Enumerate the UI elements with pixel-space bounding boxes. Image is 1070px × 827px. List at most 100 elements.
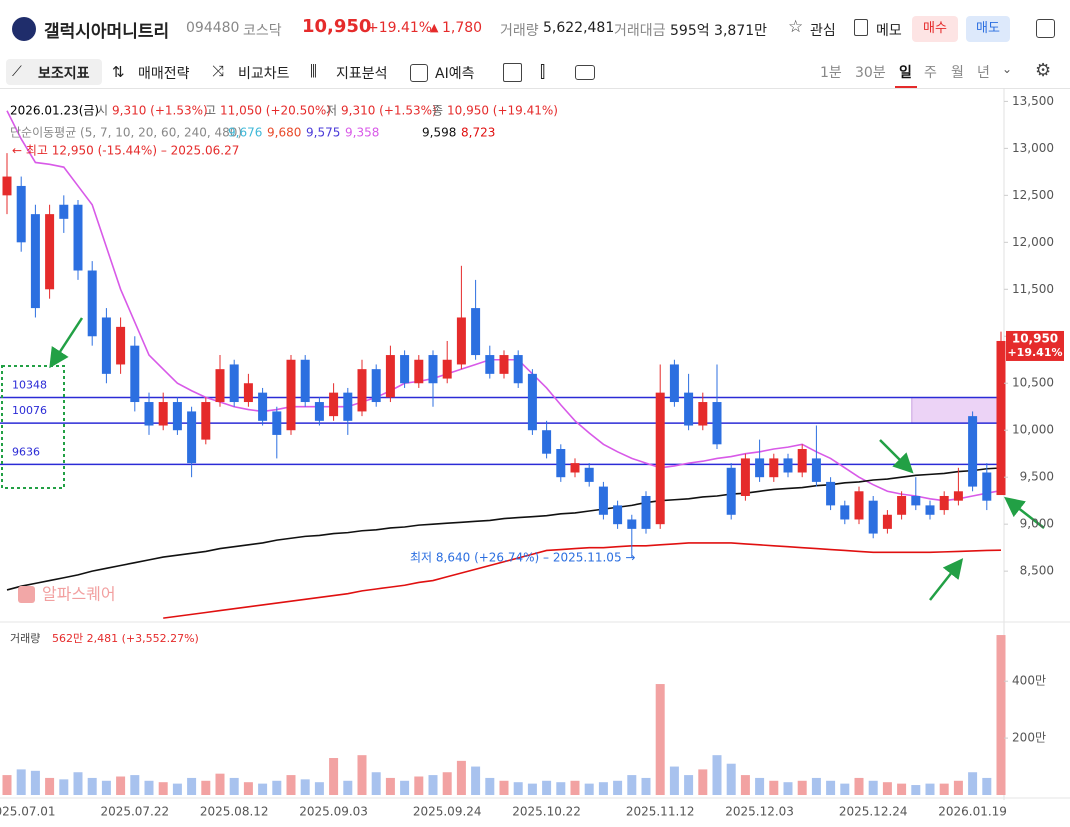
candle-body [215,369,225,403]
ma-legend-value: 9,680 [267,126,301,140]
period-button[interactable]: 주 [924,65,937,81]
candle-body [570,463,580,473]
candle-body [613,505,623,525]
y-tick-label: 12,000 [1012,235,1054,249]
candle-body [769,458,779,478]
panel-icon[interactable] [1036,19,1055,38]
tool-button[interactable]: 보조지표 [38,66,90,82]
candle-body [840,505,850,520]
y-tick-label: 12,500 [1012,188,1054,202]
level-label: 9636 [12,445,40,458]
candle-body [499,355,509,374]
tool-icon[interactable] [575,65,595,80]
ohlc-value: 11,050 (+20.50%) [220,104,331,118]
y-tick-label: 8,500 [1020,564,1054,578]
ohlc-value: 10,950 (+19.41%) [447,104,558,118]
tool-icon[interactable]: ⤨ [212,62,225,80]
volume-bar [769,780,779,795]
ohlc-date: 2026.01.23(금) [10,104,99,118]
volume-label: 거래량 [500,23,539,39]
candle-body [371,369,381,403]
y-tick-label: 11,500 [1012,282,1054,296]
sell-button[interactable]: 매도 [966,16,1010,42]
volume-bar [286,775,296,795]
chevron[interactable]: ⌄ [1002,62,1013,76]
candle-body [343,392,353,421]
candle-body [187,411,197,464]
candle-body [428,355,438,384]
candle-body [442,359,452,379]
candle-body [73,204,83,271]
candle-body [911,495,921,506]
period-button[interactable]: 1분 [820,65,842,81]
candle-body [542,430,552,454]
candle-body [286,359,296,431]
volume-bar [982,777,992,795]
watch-button[interactable]: 관심 [810,23,836,39]
candle-body [655,392,665,525]
volume-bar [996,635,1006,795]
volume-bar [570,780,580,795]
buy-button[interactable]: 매수 [912,16,958,42]
volume-bar [513,782,523,795]
volume-bar [584,783,594,795]
amount-label: 거래대금 [614,23,666,39]
candle-body [116,326,126,365]
x-tick-label: 2025.09.03 [299,805,368,819]
candle-body [598,486,608,515]
candle-body [357,369,367,412]
candle-body [826,481,836,506]
x-tick-label: 2025.10.22 [512,805,581,819]
candle-body [797,449,807,473]
candle-body [456,317,466,365]
level-zone [911,397,1004,424]
tool-button[interactable]: 지표분석 [336,66,388,82]
x-tick-label: 2025.07.22 [100,805,169,819]
candle-body [684,392,694,426]
volume-bar [371,772,381,795]
ohlc-label: 저 [326,104,337,118]
candle-body [939,495,949,511]
tool-button[interactable]: AI예측 [435,66,475,82]
x-tick-label: 2025.11.12 [626,805,695,819]
y-tick-label: 9,500 [1020,470,1054,484]
candle-body [471,308,481,356]
period-button[interactable]: 월 [951,65,964,81]
change: 1,780 [442,20,483,36]
candle-body [229,364,239,403]
tool-icon[interactable] [410,64,428,82]
volume-bar [229,777,239,795]
period-button[interactable]: 년 [977,65,990,81]
tool-icon[interactable]: ⫼ [310,62,317,80]
ma-legend-value: 9,358 [345,126,379,140]
star-icon[interactable]: ☆ [788,17,804,37]
candle-body [414,359,424,384]
volume-bar [627,775,637,795]
volume-bar [613,780,623,795]
arrow [1004,496,1045,529]
volume-bar [442,772,452,795]
volume-bar [939,783,949,795]
candle-body [329,392,339,417]
tool-icon[interactable] [503,63,522,82]
tool-icon[interactable]: ⫿ [540,62,546,81]
memo-button[interactable]: 메모 [876,23,902,39]
volume-bar [811,777,821,795]
price: 10,950 [302,16,372,37]
volume-bar [329,758,339,795]
tool-icon[interactable]: ⇅ [112,63,125,81]
candle-body [158,402,168,426]
candle-body [16,185,26,243]
volume-bar [59,779,69,795]
tool-icon[interactable]: ⟋ [12,64,22,80]
tool-button[interactable]: 매매전략 [138,66,190,82]
period-button[interactable]: 30분 [855,65,886,81]
tool-button[interactable]: 비교차트 [238,66,290,82]
settings-icon[interactable]: ⚙ [1035,60,1052,81]
amount: 595억 3,871만 [670,23,768,39]
volume-title: 거래량 [10,632,40,645]
memo-icon[interactable] [854,19,868,36]
chart: 2026.01.23(금) 시 9,310 (+1.53%) 고 11,050 … [0,88,1070,819]
last-change: +19.41% [1007,346,1062,359]
period-button[interactable]: 일 [899,65,912,81]
